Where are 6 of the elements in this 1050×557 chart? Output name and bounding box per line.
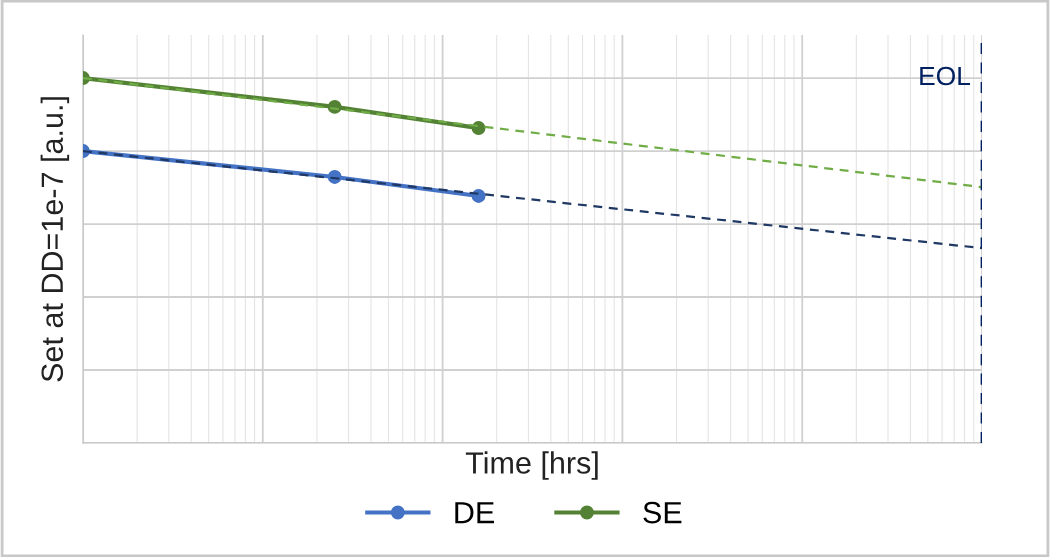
legend-label: DE	[455, 502, 494, 524]
text: EOL	[920, 66, 971, 86]
point	[471, 121, 486, 136]
y-axis-title: Set at DD=1e-7 [a.u.]	[40, 97, 70, 382]
x-axis-title: Time [hrs]	[465, 451, 598, 480]
legend-label: SE	[643, 501, 682, 524]
